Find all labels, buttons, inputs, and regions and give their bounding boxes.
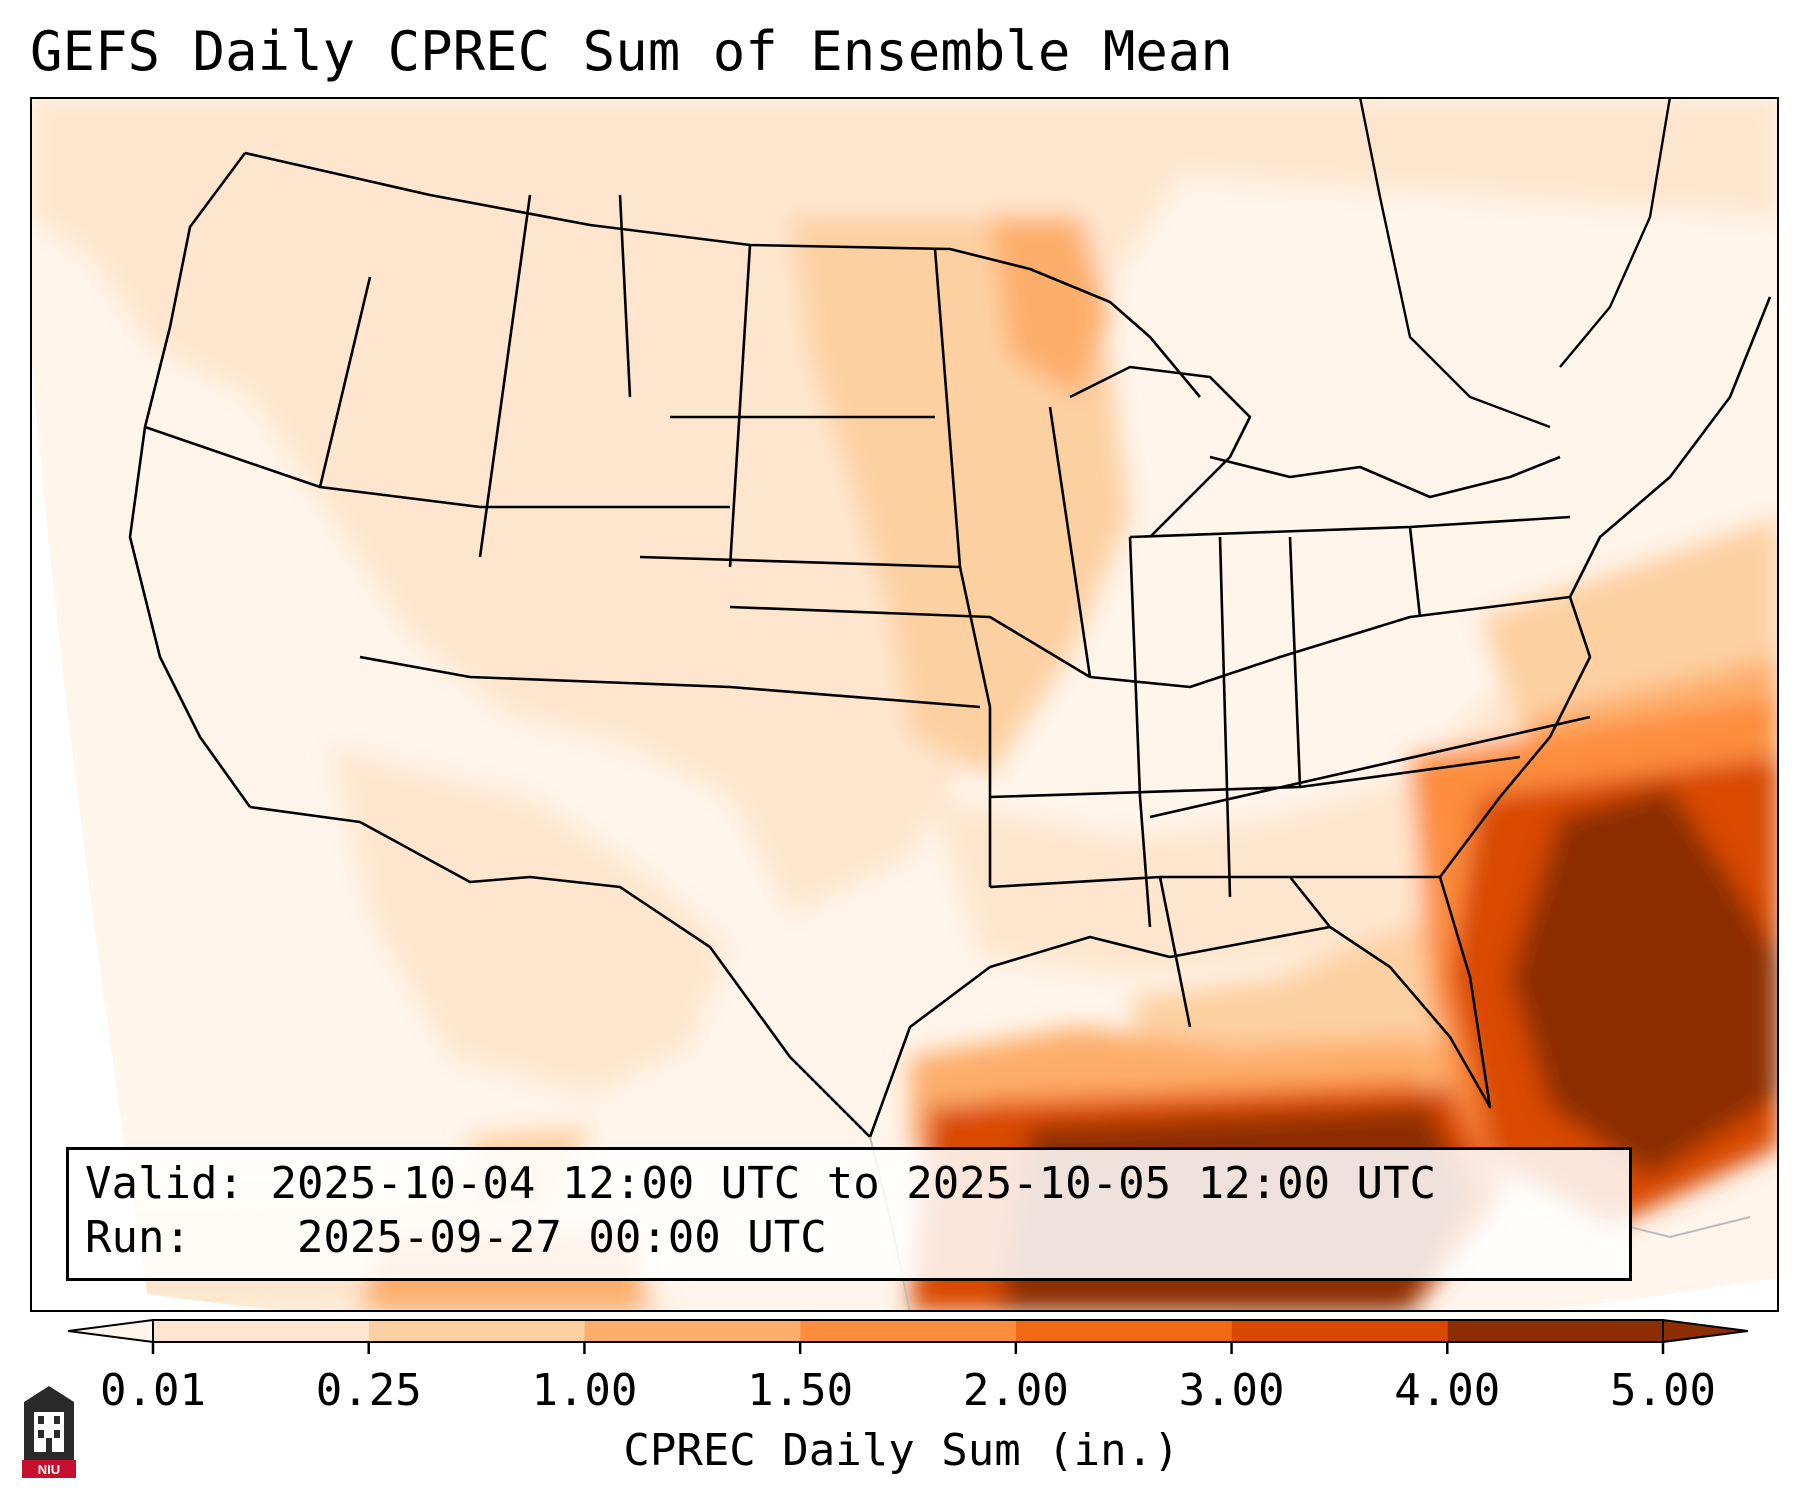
niu-logo-text: NIU: [38, 1462, 60, 1477]
colorbar-segment: [584, 1320, 801, 1342]
run-value: 2025-09-27 00:00 UTC: [296, 1212, 827, 1263]
run-row: Run: 2025-09-27 00:00 UTC: [85, 1212, 827, 1263]
map-title: GEFS Daily CPREC Sum of Ensemble Mean: [30, 20, 1233, 83]
projection-edge-bottom: [30, 1277, 1779, 1312]
colorbar-tick-label: 4.00: [1394, 1365, 1501, 1416]
precipitation-map: [30, 97, 1779, 1312]
run-label: Run:: [85, 1212, 191, 1263]
colorbar-tick-label: 5.00: [1610, 1365, 1716, 1416]
colorbar-tick-label: 1.00: [531, 1365, 638, 1416]
canada-lines: [1358, 97, 1672, 429]
colorbar-tick-label: 0.01: [100, 1365, 206, 1416]
colorbar-segment: [368, 1320, 585, 1342]
projection-edge-left: [30, 347, 150, 1312]
colorbar-label: CPREC Daily Sum (in.): [623, 1425, 1180, 1476]
colorbar-segment: [1015, 1320, 1232, 1342]
colorbar: [68, 1318, 1748, 1354]
valid-label: Valid:: [85, 1158, 244, 1209]
colorbar-extend-high: [1662, 1318, 1748, 1344]
colorbar-extend-low: [68, 1318, 154, 1344]
valid-row: Valid: 2025-10-04 12:00 UTC to 2025-10-0…: [85, 1158, 1436, 1209]
state-borders: [128, 151, 1772, 1138]
colorbar-tick-label: 2.00: [962, 1365, 1069, 1416]
valid-run-info-box: Valid: 2025-10-04 12:00 UTC to 2025-10-0…: [66, 1147, 1632, 1281]
colorbar-tick-label: 3.00: [1178, 1365, 1285, 1416]
valid-value: 2025-10-04 12:00 UTC to 2025-10-05 12:00…: [270, 1158, 1437, 1209]
colorbar-segment: [800, 1320, 1016, 1342]
colorbar-tick-label: 0.25: [315, 1365, 422, 1416]
colorbar-segment: [1447, 1320, 1663, 1342]
colorbar-tick-labels: 0.01 0.25 1.00 1.50 2.00 3.00 4.00 5.00: [0, 1365, 1803, 1425]
colorbar-segment: [1231, 1320, 1448, 1342]
colorbar-segment: [153, 1320, 369, 1342]
niu-logo: NIU: [22, 1386, 76, 1478]
colorbar-tick-label: 1.50: [747, 1365, 854, 1416]
